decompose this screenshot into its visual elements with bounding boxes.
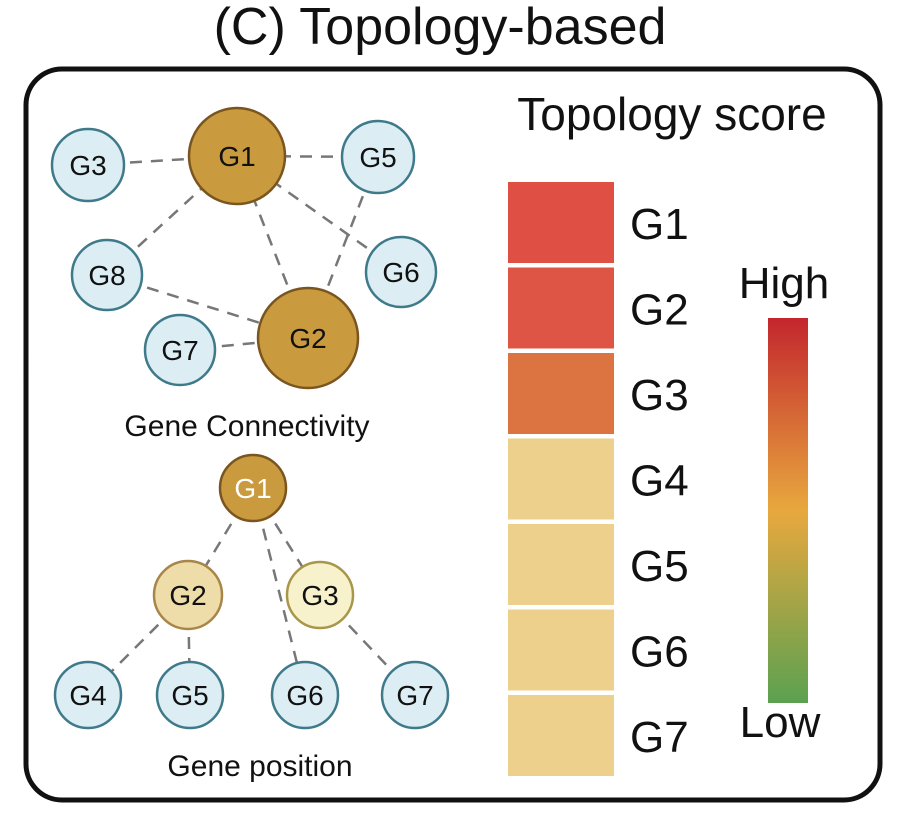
- score-bar-label: G2: [630, 286, 689, 335]
- node-G2: [256, 286, 360, 390]
- node-G4: [53, 660, 123, 730]
- score-bar-G4: [508, 438, 614, 520]
- node-G2: [152, 559, 224, 631]
- node-label: G6: [286, 680, 323, 711]
- score-bar-label: G1: [630, 200, 689, 249]
- node-label: G1: [218, 141, 255, 172]
- node-G3: [285, 560, 355, 630]
- node-G6: [364, 235, 438, 309]
- node-label: G3: [69, 150, 106, 181]
- node-G5: [155, 660, 225, 730]
- gene-connectivity-network: G1 G2 G3 G5 G6 G7 G8: [50, 106, 438, 390]
- score-bar-G5: [508, 524, 614, 605]
- score-bar-G1: [508, 182, 614, 263]
- score-title: Topology score: [517, 88, 826, 140]
- node-label: G3: [301, 580, 338, 611]
- node-label: G2: [169, 580, 206, 611]
- gene-position-tree: G1 G2 G3 G4 G5 G6 G7: [53, 453, 450, 730]
- node-label: G8: [88, 260, 125, 291]
- score-bar-G7: [508, 695, 614, 776]
- node-label: G7: [396, 680, 433, 711]
- score-bar-label: G7: [630, 713, 689, 762]
- score-bar-label: G3: [630, 371, 689, 420]
- node-label: G5: [171, 680, 208, 711]
- node-G6: [270, 660, 340, 730]
- score-bar-label: G4: [630, 457, 689, 506]
- panel-frame: [23, 66, 883, 803]
- node-G1: [218, 453, 288, 523]
- figure-title: (C) Topology-based: [214, 0, 667, 56]
- score-bar-G2: [508, 267, 614, 349]
- node-label: G2: [289, 323, 326, 354]
- node-G3: [50, 127, 126, 203]
- node-G5: [340, 119, 416, 195]
- node-label: G7: [161, 335, 198, 366]
- node-G1: [187, 106, 287, 206]
- node-label: G1: [234, 473, 271, 504]
- node-label: G5: [359, 142, 396, 173]
- node-G7: [143, 313, 217, 387]
- score-bars: G1 G2 G3 G4 G5 G6 G7: [508, 182, 689, 776]
- score-bar-label: G6: [630, 628, 689, 677]
- edge-G1-G6: [251, 487, 307, 696]
- score-bar-G3: [508, 353, 614, 434]
- node-label: G6: [382, 257, 419, 288]
- connectivity-label: Gene Connectivity: [124, 410, 369, 443]
- score-bar-label: G5: [630, 542, 689, 591]
- position-label: Gene position: [167, 750, 352, 783]
- node-G7: [380, 660, 450, 730]
- node-label: G4: [69, 680, 106, 711]
- edge-G2-G5: [186, 594, 192, 696]
- node-G8: [70, 238, 144, 312]
- score-bar-G6: [508, 609, 614, 691]
- legend-high: High: [739, 259, 830, 308]
- legend-low: Low: [740, 698, 821, 747]
- legend-gradient: [768, 318, 808, 703]
